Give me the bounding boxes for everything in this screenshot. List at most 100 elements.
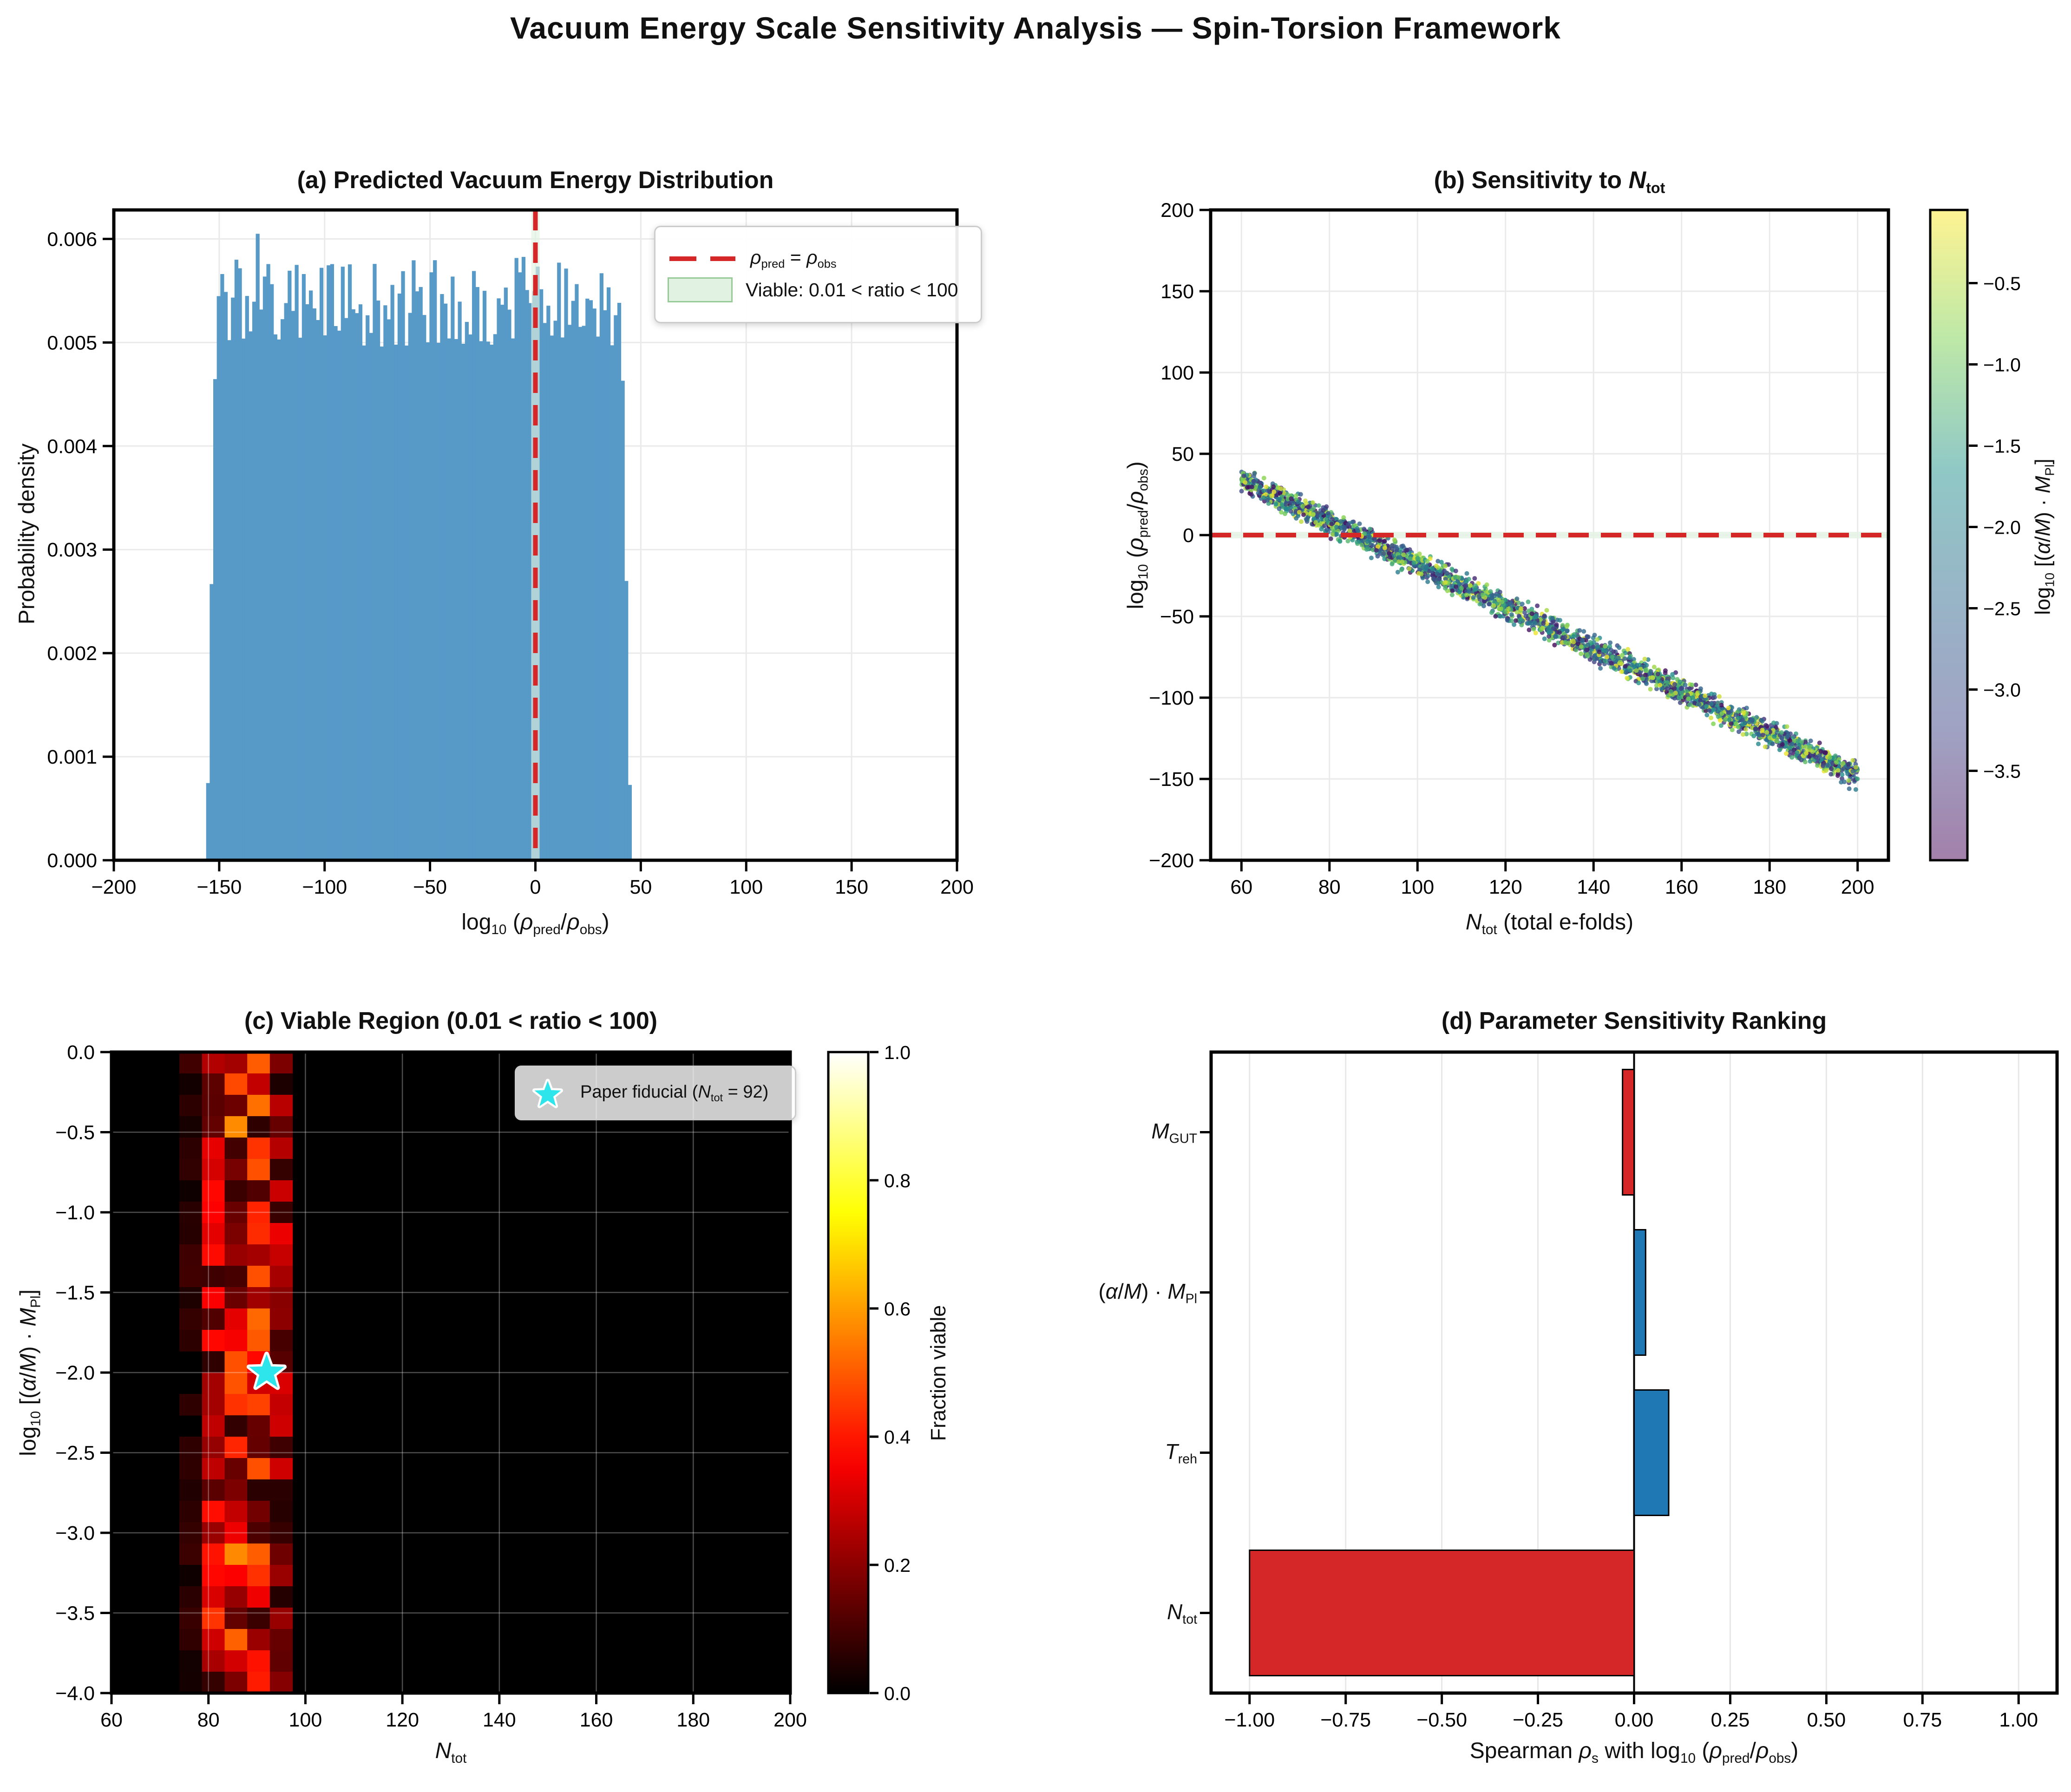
svg-text:−1.5: −1.5 [55,1282,95,1304]
svg-text:1.00: 1.00 [1999,1709,2038,1731]
svg-text:100: 100 [289,1709,322,1731]
svg-text:140: 140 [483,1709,516,1731]
svg-text:120: 120 [386,1709,419,1731]
svg-text:0.00: 0.00 [1615,1709,1654,1731]
svg-text:−2.5: −2.5 [1983,598,2021,620]
svg-text:160: 160 [1665,876,1698,898]
svg-text:100: 100 [1160,362,1194,384]
svg-text:0.25: 0.25 [1711,1709,1750,1731]
bar-category-treh: Treh [1165,1439,1197,1467]
svg-text:−200: −200 [92,876,137,898]
panel-a-title: (a) Predicted Vacuum Energy Distribution [297,167,774,194]
svg-text:160: 160 [580,1709,613,1731]
svg-text:−100: −100 [302,876,347,898]
bar-category-mgut: MGUT [1151,1119,1197,1146]
svg-text:−50: −50 [413,876,447,898]
panel-a-legend: ρpred = ρobs Viable: 0.01 < ratio < 100 [654,226,982,323]
svg-text:−3.5: −3.5 [55,1602,95,1625]
svg-text:−50: −50 [1160,606,1194,628]
panel-c-colorbar-label: Fraction viable [926,1305,950,1441]
viable-patch-icon [668,277,733,303]
panel-c-ticks: 60 80 100 120 140 160 180 200 0.0 −0.5 −1.0 −1.5 −2.… [55,1041,807,1731]
svg-text:0.4: 0.4 [884,1426,911,1448]
svg-text:180: 180 [676,1709,710,1731]
panel-b-xlabel: Ntot (total e-folds) [1465,910,1634,937]
svg-text:−2.5: −2.5 [55,1442,95,1465]
svg-text:0: 0 [530,876,541,898]
svg-text:0.8: 0.8 [884,1170,911,1191]
dashed-red-line-icon [669,256,735,261]
svg-text:0.001: 0.001 [47,746,97,768]
svg-text:100: 100 [729,876,763,898]
svg-text:−0.5: −0.5 [1983,273,2021,294]
panel-c-title: (c) Viable Region (0.01 < ratio < 100) [244,1007,658,1034]
svg-text:0.002: 0.002 [47,642,97,665]
svg-text:1.0: 1.0 [884,1042,911,1063]
svg-text:−1.0: −1.0 [1983,354,2021,376]
svg-text:200: 200 [1160,199,1194,222]
svg-text:0.003: 0.003 [47,539,97,561]
figure-title: Vacuum Energy Scale Sensitivity Analysis… [510,11,1561,45]
panel-b-colorbar-label: log10 [(α/M) · MPl] [2031,458,2057,615]
svg-text:−150: −150 [1149,768,1194,791]
svg-text:80: 80 [1318,876,1341,898]
fiducial-star-marker [246,1352,287,1390]
svg-text:−3.0: −3.0 [55,1522,95,1544]
panel-a-ylabel: Probability density [14,443,39,625]
svg-text:−200: −200 [1149,850,1194,872]
svg-text:0.2: 0.2 [884,1555,911,1576]
panel-c-grid [111,1052,790,1693]
bar-category-alpham: (α/M) · MPl [1098,1279,1197,1307]
panel-b-ylabel: log10 (ρpred/ρobs) [1123,461,1151,609]
legend-item-viable: Viable: 0.01 < ratio < 100 [668,277,969,303]
svg-text:−150: −150 [197,876,242,898]
svg-text:0.0: 0.0 [67,1041,95,1064]
svg-text:0.50: 0.50 [1807,1709,1846,1731]
svg-text:150: 150 [835,876,868,898]
svg-text:−3.0: −3.0 [1983,680,2021,701]
svg-text:150: 150 [1160,281,1194,303]
svg-text:0.6: 0.6 [884,1298,911,1320]
svg-text:−1.00: −1.00 [1224,1709,1275,1731]
legend-label: Paper fiducial (Ntot = 92) [580,1082,769,1104]
panel-d: −1.00 −0.75 −0.50 −0.25 0.00 0.25 0.50 0.75 1.00 [1200,1050,2059,1731]
legend-label: ρpred = ρobs [750,246,837,271]
svg-text:140: 140 [1577,876,1610,898]
panel-c-ylabel: log10 [(α/M) · MPl] [16,1289,44,1456]
svg-text:−2.0: −2.0 [55,1362,95,1384]
svg-text:−0.25: −0.25 [1513,1709,1563,1731]
svg-text:200: 200 [1841,876,1874,898]
svg-text:−100: −100 [1149,687,1194,709]
svg-text:−2.0: −2.0 [1983,517,2021,538]
panel-c-xlabel: Ntot [435,1739,467,1766]
svg-text:−0.75: −0.75 [1320,1709,1371,1731]
svg-text:−4.0: −4.0 [55,1682,95,1705]
svg-text:0.75: 0.75 [1903,1709,1942,1731]
legend-item-fiducial: Paper fiducial (Ntot = 92) [528,1073,783,1112]
svg-text:−1.5: −1.5 [1983,436,2021,457]
panel-a: −200 −150 −100 −50 0 50 100 150 200 0.000 0.001 0.0… [47,208,974,898]
heatmap-cells [179,1052,293,1694]
panel-b: 60 80 100 120 140 160 180 200 200 150 100 50 0 −50 −10… [1149,199,2021,898]
bar-category-ntot: Ntot [1167,1600,1197,1627]
svg-text:100: 100 [1401,876,1434,898]
svg-text:180: 180 [1753,876,1786,898]
svg-text:50: 50 [1172,443,1194,465]
panel-c-colorbar: 1.0 0.8 0.6 0.4 0.2 0.0 [827,1042,911,1704]
svg-text:50: 50 [629,876,652,898]
svg-text:120: 120 [1489,876,1522,898]
panel-b-title: (b) Sensitivity to Ntot [1434,167,1665,196]
svg-text:0: 0 [1183,524,1194,547]
svg-text:−0.5: −0.5 [55,1122,95,1144]
histogram-bars [206,234,632,861]
panel-b-ticks: 60 80 100 120 140 160 180 200 200 150 100 50 0 −50 −10… [1149,199,1874,898]
panel-d-xlabel: Spearman ρs with log10 (ρpred/ρobs) [1469,1739,1799,1766]
svg-text:0.004: 0.004 [47,435,97,458]
svg-text:−1.0: −1.0 [55,1202,95,1224]
legend-label: Viable: 0.01 < ratio < 100 [746,279,958,301]
svg-text:60: 60 [100,1709,123,1731]
svg-text:0.005: 0.005 [47,332,97,354]
svg-text:−0.50: −0.50 [1416,1709,1467,1731]
panel-d-title: (d) Parameter Sensitivity Ranking [1441,1007,1827,1034]
